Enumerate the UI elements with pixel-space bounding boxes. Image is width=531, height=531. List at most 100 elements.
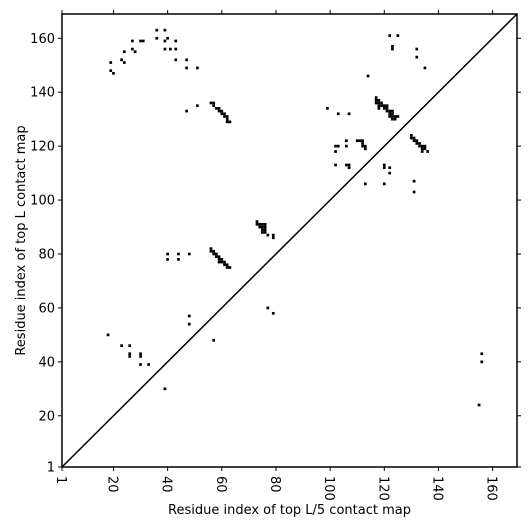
contact-point <box>255 222 259 226</box>
contact-point <box>336 144 340 148</box>
contact-point <box>261 228 264 232</box>
y-tick-label: 20 <box>38 409 55 424</box>
contact-point <box>106 333 110 337</box>
contact-point <box>363 144 367 148</box>
contact-point <box>261 231 264 234</box>
contact-point <box>415 139 419 143</box>
contact-point <box>120 58 123 62</box>
contact-point <box>220 109 224 113</box>
contact-point <box>212 249 216 253</box>
contact-point <box>366 74 370 78</box>
x-tick-label: 160 <box>484 476 499 501</box>
contact-point <box>334 144 337 148</box>
contact-point <box>147 363 151 366</box>
contact-point <box>141 39 145 43</box>
contact-point <box>391 45 394 48</box>
contact-point <box>345 144 348 148</box>
contact-point <box>139 363 142 366</box>
contact-point <box>377 101 381 105</box>
contact-point <box>217 258 221 261</box>
contact-point <box>223 112 226 116</box>
contact-point <box>131 47 134 51</box>
plot-frame <box>61 13 518 468</box>
y-tick-label: 1 <box>47 461 55 476</box>
contact-point <box>396 34 400 37</box>
contact-point <box>415 47 419 51</box>
contact-point <box>166 258 169 261</box>
contact-point <box>261 222 264 226</box>
contact-point <box>212 252 216 256</box>
contact-point <box>361 142 364 145</box>
ticks-layer: 1 20 40 60 80 100 120 140 1601204060801001201401… <box>30 10 521 501</box>
contact-point <box>196 104 199 108</box>
contact-point <box>225 115 229 118</box>
contact-point <box>393 117 397 121</box>
contact-point <box>163 39 167 43</box>
contact-point <box>480 360 484 364</box>
contact-point <box>187 322 191 326</box>
contact-point <box>347 166 351 170</box>
contact-point <box>355 139 359 143</box>
contact-point <box>336 112 340 116</box>
contact-point <box>347 163 351 167</box>
y-tick-label: 80 <box>38 247 55 262</box>
contact-point <box>255 220 259 223</box>
contact-point <box>263 222 267 226</box>
contact-point <box>326 107 329 110</box>
contact-point <box>412 179 416 183</box>
contact-point <box>177 258 180 261</box>
contact-point <box>423 147 427 151</box>
contact-point <box>225 266 229 269</box>
contact-point <box>391 109 394 113</box>
contact-point <box>187 252 191 256</box>
contact-point <box>423 144 427 148</box>
contact-point <box>418 144 421 148</box>
contact-point <box>420 144 424 148</box>
contact-point <box>263 225 267 229</box>
contact-point <box>209 247 213 250</box>
contact-point <box>266 233 270 237</box>
contact-point <box>263 228 267 232</box>
contact-point <box>166 36 169 40</box>
contact-point <box>155 36 159 40</box>
contact-point <box>212 101 216 105</box>
contact-point <box>382 104 386 108</box>
contact-point <box>426 150 429 153</box>
y-tick-label: 60 <box>38 301 55 316</box>
contact-point <box>415 55 419 59</box>
contact-point <box>391 117 394 121</box>
x-tick-label: 140 <box>429 476 444 501</box>
contact-point <box>120 344 123 348</box>
contact-point <box>271 236 275 240</box>
contact-point <box>385 104 389 108</box>
contact-point <box>225 263 229 267</box>
contact-point <box>420 150 424 153</box>
contact-point <box>382 182 386 186</box>
contact-point <box>415 142 419 145</box>
x-tick-label: 40 <box>159 476 174 493</box>
contact-point <box>347 112 351 116</box>
x-axis-label: Residue index of top L/5 contact map <box>168 503 411 518</box>
contact-point <box>196 66 199 70</box>
y-tick-label: 160 <box>30 32 55 47</box>
x-tick-label: 120 <box>375 476 390 501</box>
contact-point <box>217 107 221 110</box>
contact-point <box>185 109 188 113</box>
y-tick-label: 140 <box>30 86 55 101</box>
contact-point <box>374 98 378 102</box>
contact-point <box>139 39 142 43</box>
contact-point <box>388 109 392 113</box>
x-tick-label: 20 <box>104 476 119 493</box>
contact-point <box>174 39 178 43</box>
contact-point <box>261 225 264 229</box>
y-tick-label: 120 <box>30 140 55 155</box>
contact-point <box>412 190 416 194</box>
y-tick-label: 100 <box>30 194 55 209</box>
contact-point <box>385 107 389 110</box>
contact-point <box>393 115 397 118</box>
contact-point <box>223 260 226 264</box>
contact-point <box>382 166 386 170</box>
contact-point <box>212 104 216 108</box>
contact-point <box>385 109 389 113</box>
